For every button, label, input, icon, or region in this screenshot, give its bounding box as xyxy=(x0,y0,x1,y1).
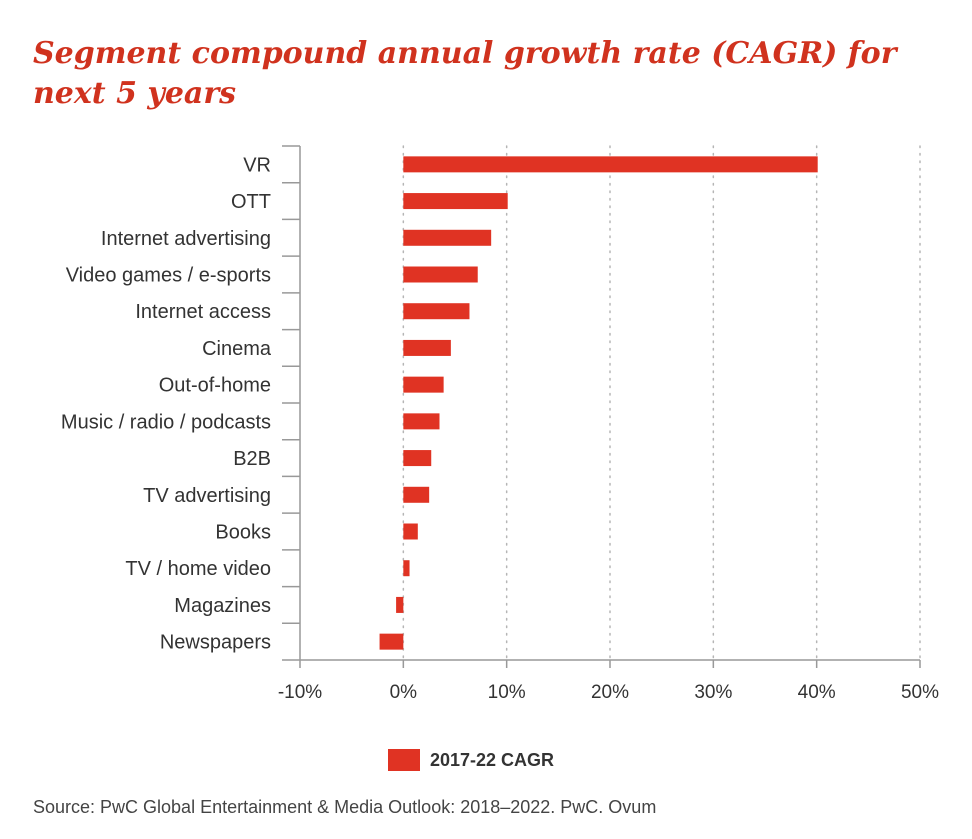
x-tick-label: 50% xyxy=(901,682,939,703)
category-label: OTT xyxy=(231,191,271,213)
grid-lines xyxy=(402,145,921,661)
bar xyxy=(403,413,440,430)
category-label: Books xyxy=(215,522,271,544)
bar-chart: VR OTT Internet advertising Video games / e… xyxy=(61,145,939,703)
category-label: Out-of-home xyxy=(159,375,271,397)
tick-labels: -10% 0% 10% 20% 30% 40% 50% xyxy=(278,682,939,703)
bar xyxy=(403,303,470,320)
bars xyxy=(379,156,818,650)
axes xyxy=(282,145,921,668)
category-label: Internet access xyxy=(135,301,271,323)
x-tick-label: 20% xyxy=(591,682,629,703)
bar xyxy=(403,339,451,356)
x-tick-label: 10% xyxy=(488,682,526,703)
x-tick-label: 30% xyxy=(694,682,732,703)
chart-title: Segment compound annual growth rate (CAG… xyxy=(33,36,897,111)
bar xyxy=(403,266,478,283)
legend-label: 2017-22 CAGR xyxy=(430,749,555,770)
bar xyxy=(403,376,444,393)
category-label: Newspapers xyxy=(160,632,271,654)
source-note: Source: PwC Global Entertainment & Media… xyxy=(33,797,657,817)
bar xyxy=(403,229,492,246)
bar xyxy=(403,156,818,173)
category-label: VR xyxy=(243,154,271,176)
x-tick-label: 40% xyxy=(798,682,836,703)
category-label: Cinema xyxy=(202,338,272,360)
bar xyxy=(379,633,404,650)
category-label: Internet advertising xyxy=(101,228,271,250)
category-label: TV / home video xyxy=(125,558,271,580)
bar xyxy=(403,450,432,467)
category-label: TV advertising xyxy=(143,485,271,507)
category-label: Magazines xyxy=(174,595,271,617)
bar xyxy=(396,596,404,613)
bar xyxy=(403,560,410,577)
bar xyxy=(403,486,430,503)
legend: 2017-22 CAGR xyxy=(388,749,554,771)
x-tick-label: 0% xyxy=(390,682,418,703)
x-tick-label: -10% xyxy=(278,682,322,703)
category-label: Video games / e-sports xyxy=(66,265,271,287)
category-label: Music / radio / podcasts xyxy=(61,411,271,433)
legend-swatch xyxy=(388,749,420,771)
bar xyxy=(403,193,508,210)
category-label: B2B xyxy=(233,448,271,470)
bar xyxy=(403,523,418,540)
category-labels: VR OTT Internet advertising Video games / e… xyxy=(61,154,272,653)
